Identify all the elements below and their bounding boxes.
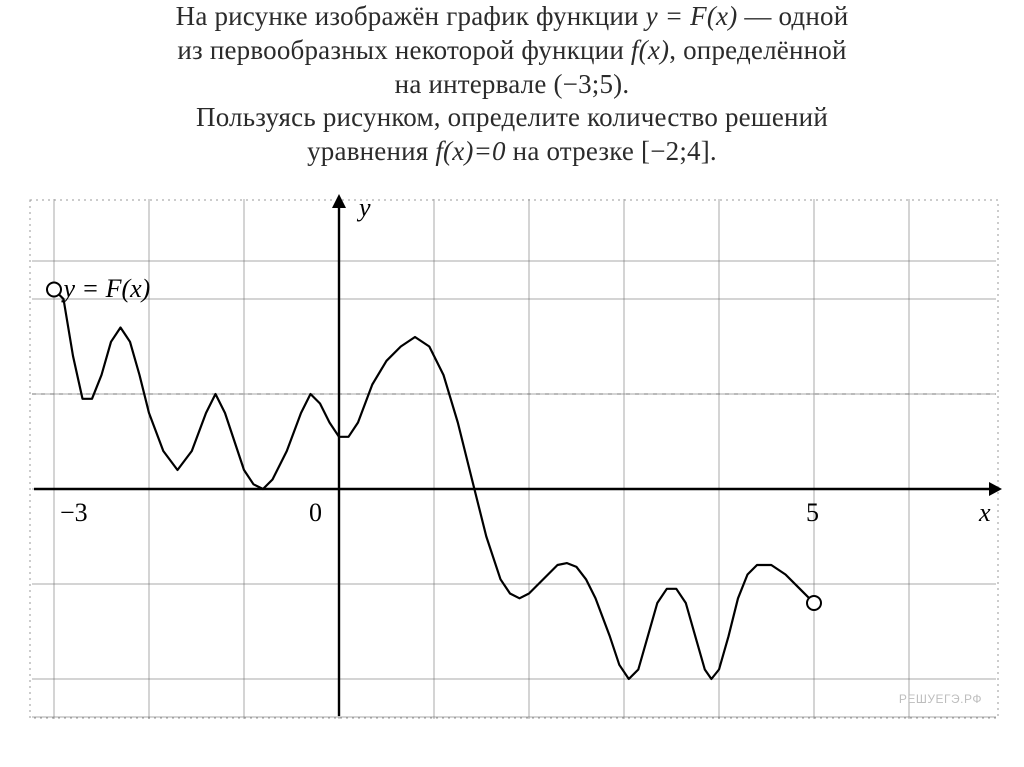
svg-text:y: y	[356, 194, 371, 222]
text-fn: y = F(x)	[646, 1, 738, 31]
text-line: на интервале (−3;5).	[395, 69, 630, 99]
text-line: из первообразных некоторой функции	[177, 35, 631, 65]
text-line: уравнения	[307, 136, 435, 166]
svg-text:x: x	[978, 498, 991, 527]
svg-text:0: 0	[309, 498, 322, 527]
svg-text:−3: −3	[60, 498, 88, 527]
text-line: , определённой	[669, 35, 846, 65]
text-line: Пользуясь рисунком, определите количеств…	[196, 102, 828, 132]
watermark: РЕШУЕГЭ.РФ	[899, 692, 982, 706]
text-line: На рисунке изображён график функции	[176, 1, 646, 31]
svg-text:5: 5	[806, 498, 819, 527]
text-fn: f(x)=0	[435, 136, 505, 166]
svg-text:y = F(x): y = F(x)	[61, 274, 151, 303]
text-line: на отрезке [−2;4].	[506, 136, 717, 166]
text-line: — одной	[737, 1, 848, 31]
chart-svg: y = F(x) y x 0 −3 5	[24, 194, 1004, 724]
chart: y = F(x) y x 0 −3 5 РЕШУЕГЭ.РФ	[24, 194, 1004, 724]
problem-text: На рисунке изображён график функции y = …	[30, 0, 994, 169]
text-fn: f(x)	[631, 35, 669, 65]
